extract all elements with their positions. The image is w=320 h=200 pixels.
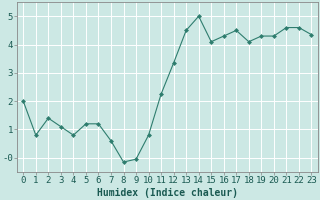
X-axis label: Humidex (Indice chaleur): Humidex (Indice chaleur) bbox=[97, 188, 238, 198]
